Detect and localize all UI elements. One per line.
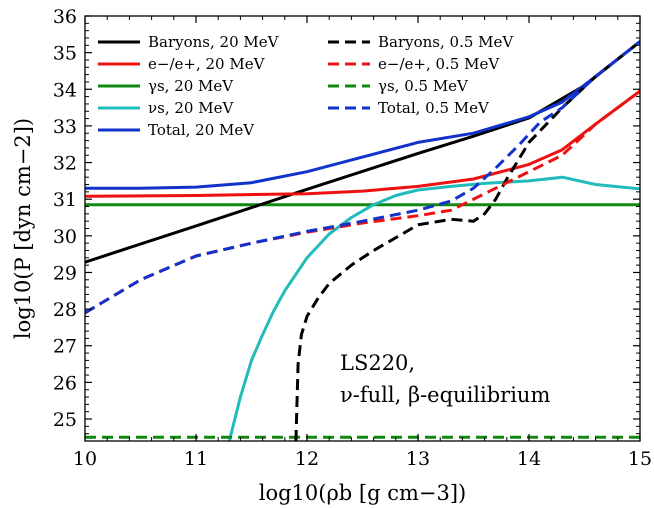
legend-label-8: Total, 0.5 MeV <box>378 99 490 117</box>
x-tick-label: 14 <box>517 448 541 470</box>
series-line-5 <box>294 40 640 441</box>
series-layer <box>85 40 640 441</box>
y-tick-label: 31 <box>53 189 77 211</box>
legend-label-1: e−/e+, 20 MeV <box>148 55 266 73</box>
x-tick-label: 13 <box>406 448 430 470</box>
series-line-8 <box>85 40 640 315</box>
x-tick-label: 10 <box>73 448 97 470</box>
y-tick-label: 28 <box>53 299 77 321</box>
annotation-line-1: LS220, <box>340 351 415 375</box>
y-axis-label: log10(P [dyn cm−2]) <box>11 118 35 339</box>
y-tick-label: 29 <box>53 262 77 284</box>
legend-label-6: e−/e+, 0.5 MeV <box>378 55 500 73</box>
y-tick-label: 32 <box>53 153 77 175</box>
y-tick-label: 25 <box>53 409 77 431</box>
series-line-1 <box>85 89 640 198</box>
series-line-3 <box>227 175 640 441</box>
x-tick-label: 12 <box>295 448 319 470</box>
annotation-line-2: ν-full, β-equilibrium <box>340 383 550 407</box>
y-tick-label: 26 <box>53 372 77 394</box>
y-tick-label: 36 <box>53 6 77 28</box>
x-tick-label: 15 <box>628 448 652 470</box>
y-tick-label: 35 <box>53 43 77 65</box>
y-tick-label: 27 <box>53 336 77 358</box>
legend-label-3: νs, 20 MeV <box>148 99 234 117</box>
y-tick-label: 30 <box>53 226 77 248</box>
legend-label-2: γs, 20 MeV <box>148 77 234 95</box>
y-tick-label: 33 <box>53 116 77 138</box>
legend-label-5: Baryons, 0.5 MeV <box>378 33 514 51</box>
legend: Baryons, 20 MeV e−/e+, 20 MeV γs, 20 MeV νs… <box>98 33 514 139</box>
y-tick-label: 34 <box>53 79 77 101</box>
series-line-4 <box>85 40 640 190</box>
legend-label-4: Total, 20 MeV <box>148 121 255 139</box>
x-tick-label: 11 <box>184 448 208 470</box>
legend-label-0: Baryons, 20 MeV <box>148 33 280 51</box>
x-axis-label: log10(ρb [g cm−3]) <box>259 481 467 505</box>
legend-label-7: γs, 0.5 MeV <box>378 77 469 95</box>
ticks-layer: 10 11 12 13 14 15 25 26 27 28 29 30 31 32 33 34 35 36 <box>53 6 652 470</box>
